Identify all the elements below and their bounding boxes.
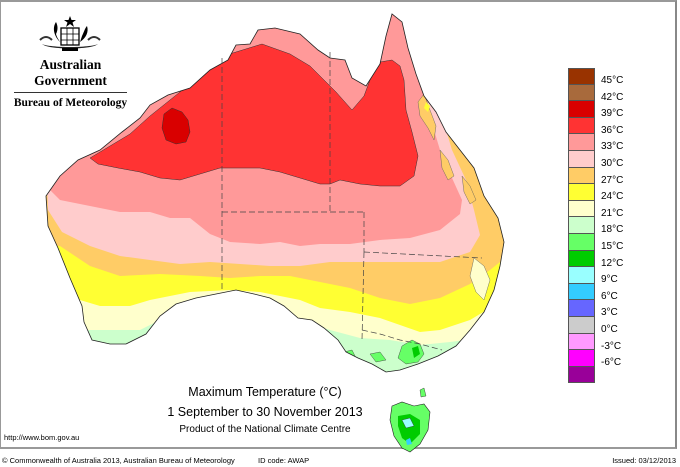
legend-swatch	[568, 250, 595, 268]
bom-logo: Australian Government Bureau of Meteorol…	[8, 10, 133, 109]
legend-label: -6°C	[601, 357, 622, 369]
legend-row: 30°C	[568, 150, 624, 169]
legend-row: 18°C	[568, 217, 624, 236]
legend-row: 39°C	[568, 101, 624, 120]
legend-row	[568, 366, 623, 384]
legend-label: 3°C	[601, 307, 618, 319]
legend-label: -3°C	[601, 340, 622, 352]
legend-row: 9°C	[568, 267, 623, 286]
legend-swatch	[568, 300, 595, 317]
legend-row: 15°C	[568, 233, 624, 252]
legend-row: 42°C	[568, 84, 624, 103]
legend-label: 30°C	[601, 157, 624, 169]
legend-swatch	[568, 316, 595, 334]
legend-swatch	[568, 184, 595, 201]
legend-row: 27°C	[568, 167, 624, 186]
legend-swatch	[568, 217, 595, 234]
legend-row: 33°C	[568, 134, 624, 153]
legend-label: 36°C	[601, 124, 624, 136]
legend-row: 12°C	[568, 250, 624, 269]
map-period: 1 September to 30 November 2013	[167, 405, 363, 419]
legend-row: 21°C	[568, 200, 624, 219]
legend-label: 24°C	[601, 191, 624, 203]
legend-row: 36°C	[568, 117, 624, 136]
legend-swatch	[568, 150, 595, 168]
legend-swatch	[568, 267, 595, 284]
copyright-notice: © Commonwealth of Australia 2013, Austra…	[2, 456, 235, 465]
logo-divider	[14, 92, 127, 93]
legend-row: 0°C	[568, 316, 623, 335]
australia-outline	[45, 13, 505, 373]
legend-row: -3°C	[568, 333, 623, 352]
legend-row: 24°C	[568, 184, 624, 203]
legend-label: 21°C	[601, 207, 624, 219]
coat-of-arms-emblem	[39, 16, 101, 51]
legend-swatch	[568, 200, 595, 218]
map-title: Maximum Temperature (°C)	[188, 385, 342, 399]
legend-label: 12°C	[601, 257, 624, 269]
legend-swatch	[568, 101, 595, 118]
tasmania	[389, 387, 431, 453]
agency-name: Bureau of Meteorology	[13, 97, 128, 109]
map-frame	[0, 0, 677, 449]
map-product-note: Product of the National Climate Centre	[179, 424, 351, 435]
legend-label: 45°C	[601, 75, 624, 86]
legend-label: 33°C	[601, 141, 624, 153]
legend-label: 0°C	[601, 323, 618, 335]
legend-swatch	[568, 333, 595, 351]
id-code: ID code: AWAP	[258, 456, 310, 465]
bom-website-link[interactable]: http://www.bom.gov.au	[4, 433, 80, 442]
legend-label: 39°C	[601, 108, 624, 120]
temperature-legend: 45°C 42°C 39°C 36°C 33°C 30°C 27°C 24°C …	[568, 68, 624, 384]
legend-row: 3°C	[568, 300, 623, 319]
legend-swatch	[568, 84, 595, 102]
legend-label: 15°C	[601, 240, 624, 252]
legend-swatch	[568, 350, 595, 367]
legend-swatch	[568, 167, 595, 185]
government-name: Australian Government	[34, 57, 107, 88]
legend-label: 42°C	[601, 91, 624, 103]
legend-swatch	[568, 233, 595, 251]
legend-row: -6°C	[568, 350, 623, 369]
legend-swatch	[568, 134, 595, 151]
legend-row: 6°C	[568, 283, 623, 302]
legend-swatch	[568, 283, 595, 301]
legend-label: 27°C	[601, 174, 624, 186]
legend-swatch	[568, 366, 595, 384]
issued-date: Issued: 03/12/2013	[612, 456, 676, 465]
legend-swatch	[568, 68, 595, 85]
legend-label: 6°C	[601, 290, 618, 302]
legend-swatch	[568, 117, 595, 135]
legend-label: 18°C	[601, 224, 624, 236]
legend-row: 45°C	[568, 68, 624, 86]
legend-label: 9°C	[601, 274, 618, 286]
state-borders	[221, 52, 483, 351]
